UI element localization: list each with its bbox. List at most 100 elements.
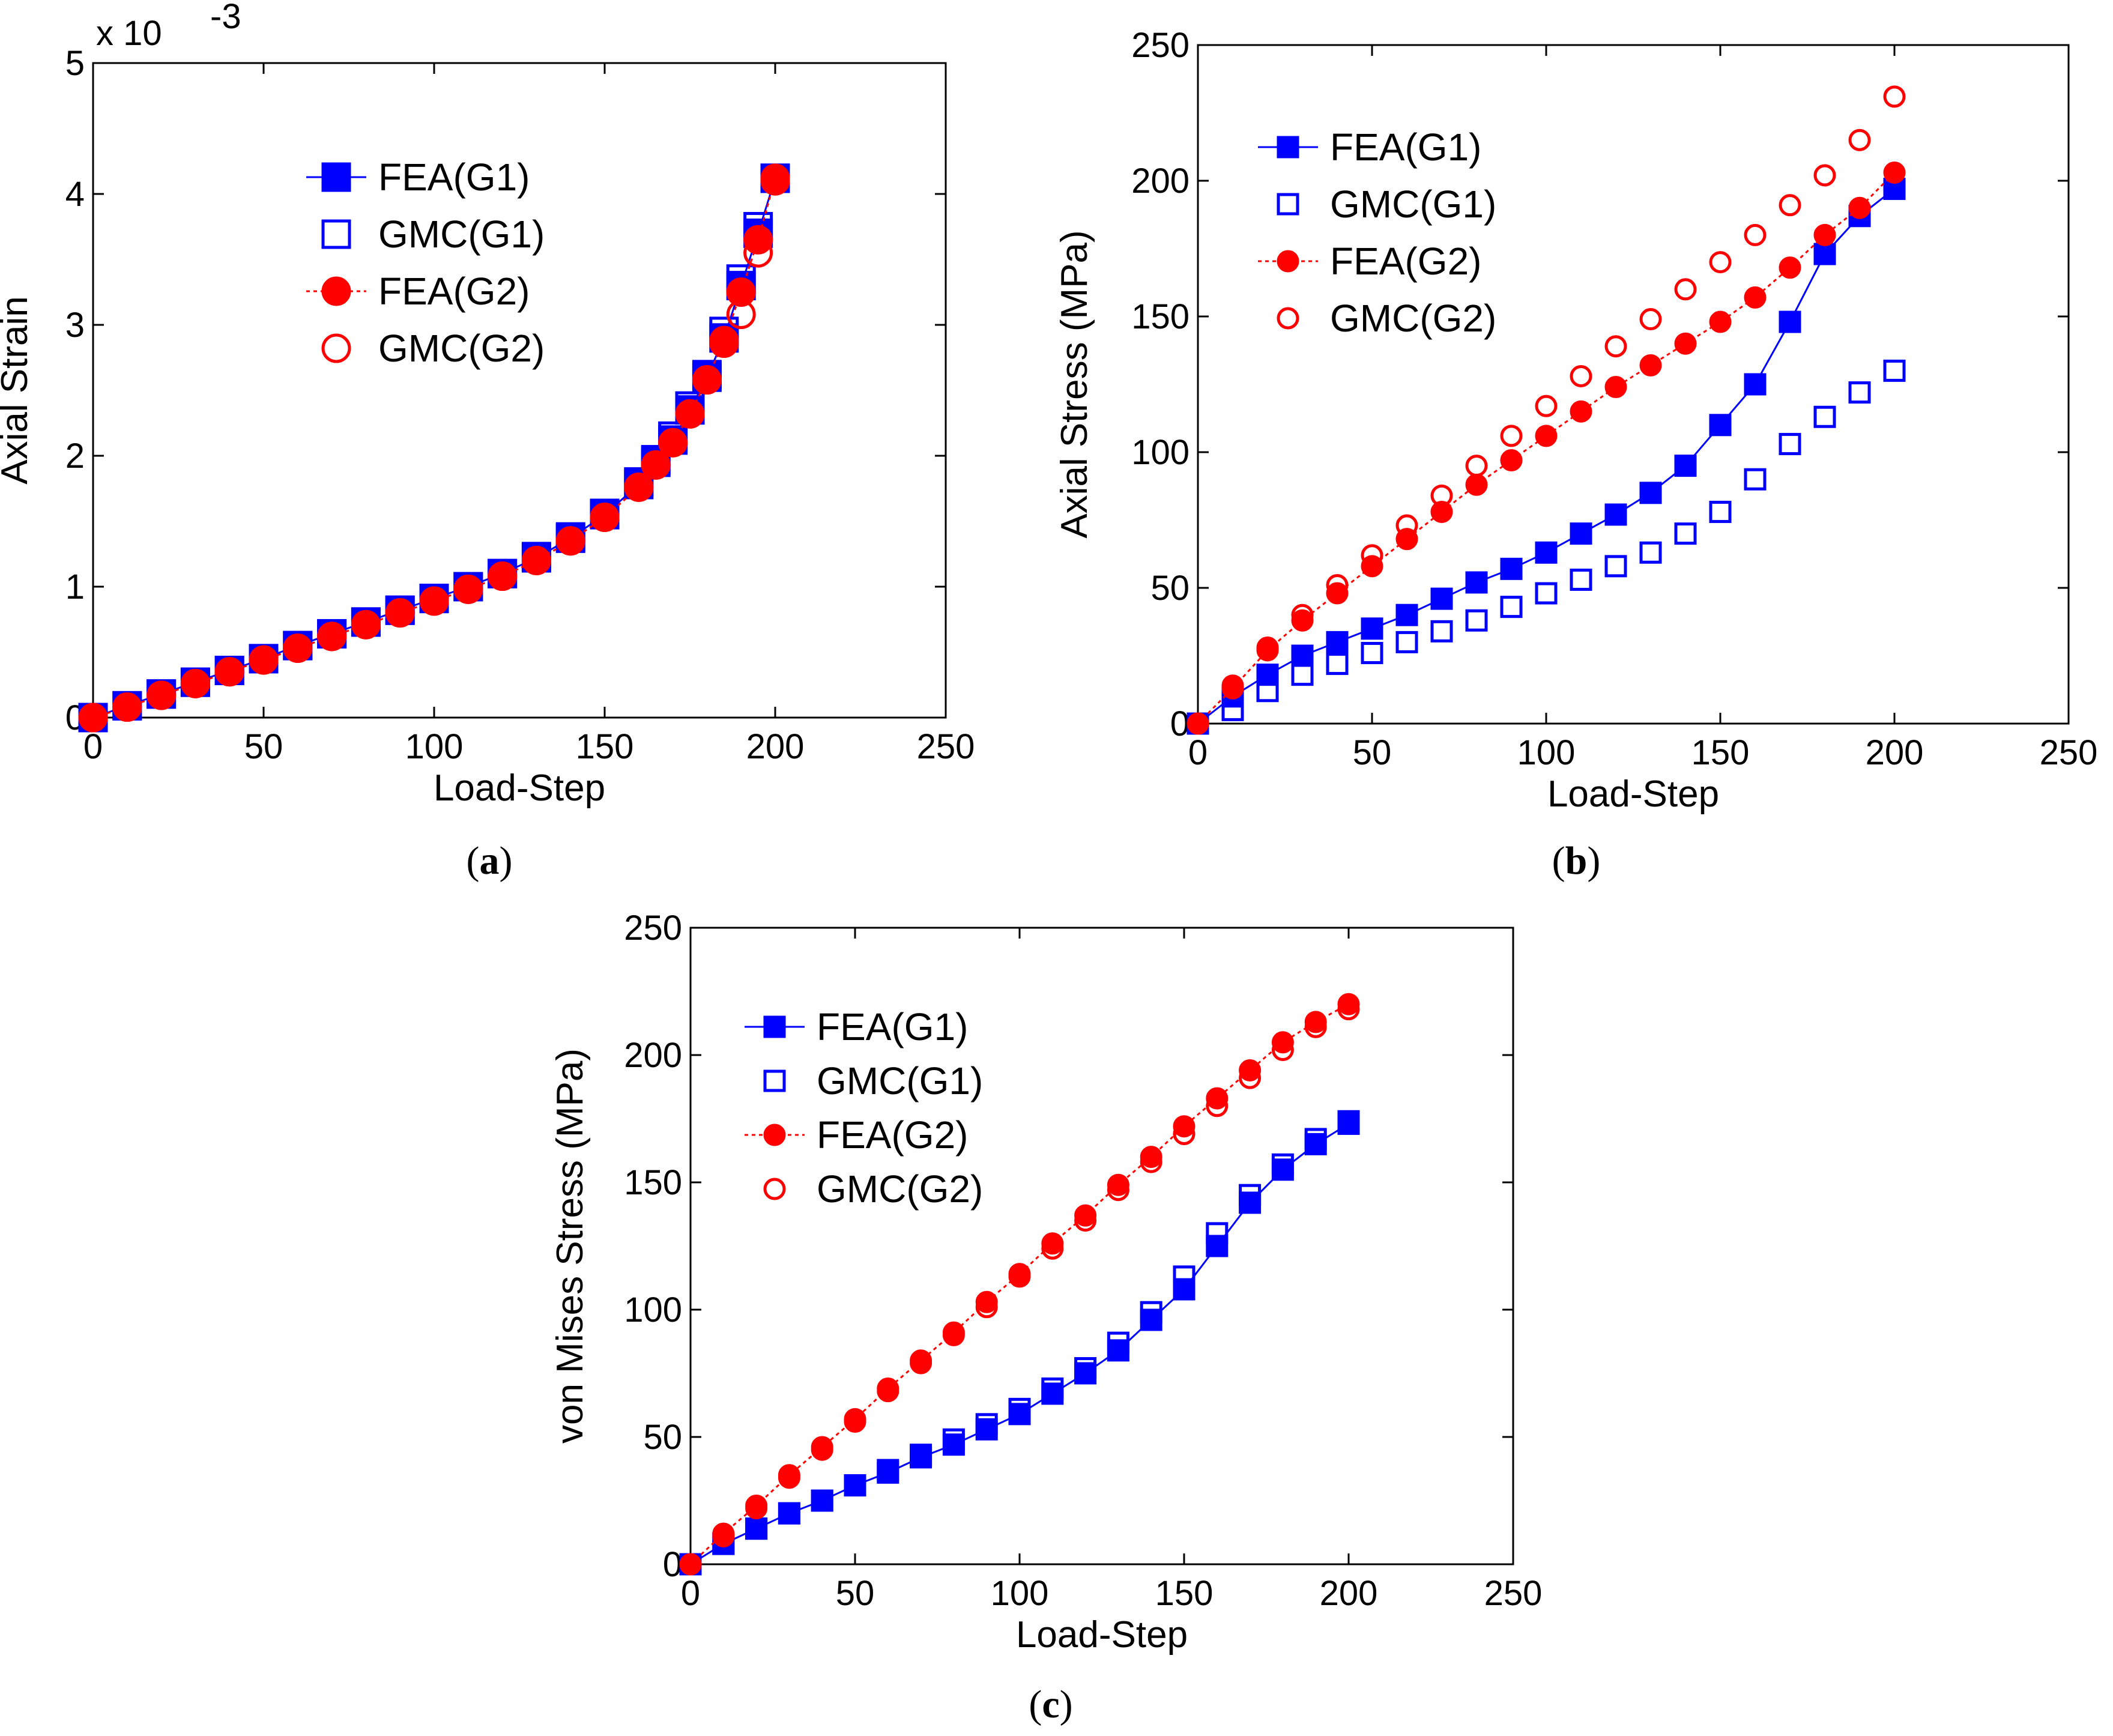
data-point bbox=[811, 1438, 833, 1461]
legend-marker bbox=[321, 162, 351, 192]
x-tick-label: 100 bbox=[1517, 733, 1576, 772]
data-point bbox=[1639, 541, 1662, 564]
data-point bbox=[1041, 1377, 1064, 1400]
data-point bbox=[1326, 653, 1349, 676]
data-point bbox=[214, 657, 244, 687]
data-point bbox=[1709, 310, 1732, 333]
data-point bbox=[1361, 544, 1383, 567]
legend-label: GMC(G1) bbox=[1330, 183, 1496, 226]
data-point bbox=[1239, 1184, 1262, 1206]
data-point bbox=[1239, 1059, 1262, 1081]
x-axis-label: Load-Step bbox=[434, 767, 605, 809]
data-point bbox=[975, 1296, 998, 1319]
legend-label: FEA(G2) bbox=[1330, 240, 1481, 283]
x-tick-label: 0 bbox=[83, 727, 103, 766]
legend-label: GMC(G2) bbox=[817, 1167, 983, 1211]
data-point bbox=[1173, 1265, 1196, 1288]
data-point bbox=[1291, 644, 1314, 667]
y-tick-label: 0 bbox=[1170, 704, 1190, 743]
x-tick-label: 150 bbox=[576, 727, 634, 766]
x-axis-label: Load-Step bbox=[1016, 1614, 1188, 1656]
data-point bbox=[1271, 1039, 1294, 1062]
x-axis-label: Load-Step bbox=[1547, 773, 1719, 815]
data-point bbox=[1173, 1278, 1196, 1301]
data-point bbox=[1304, 1128, 1327, 1151]
data-point bbox=[1779, 194, 1801, 217]
data-point bbox=[679, 1553, 702, 1576]
data-point bbox=[811, 1489, 833, 1512]
data-point bbox=[1140, 1151, 1162, 1173]
legend-label: FEA(G2) bbox=[378, 270, 530, 313]
legend-marker bbox=[763, 1069, 786, 1092]
data-point bbox=[1813, 243, 1836, 265]
data-point bbox=[78, 703, 108, 733]
data-point bbox=[709, 328, 739, 358]
data-point bbox=[1465, 609, 1488, 632]
x-tick-label: 50 bbox=[836, 1574, 875, 1613]
legend-marker bbox=[1277, 193, 1299, 216]
data-point bbox=[1709, 414, 1732, 437]
y-tick-label: 50 bbox=[1150, 569, 1190, 608]
x-tick-label: 0 bbox=[681, 1574, 700, 1613]
y-tick-label: 4 bbox=[65, 175, 85, 214]
data-point bbox=[877, 1459, 899, 1481]
y-tick-label: 200 bbox=[1131, 162, 1190, 201]
data-point bbox=[1430, 620, 1453, 643]
data-point bbox=[1570, 364, 1592, 387]
data-point bbox=[317, 622, 347, 652]
chart-panel-b: 0 50 100 150 200 250 0 50 100 150 200 250 Load-Step A… bbox=[1054, 26, 2097, 883]
y-tick-label: 250 bbox=[1131, 26, 1190, 65]
data-point bbox=[1604, 376, 1627, 399]
legend-marker bbox=[763, 1015, 786, 1038]
data-point bbox=[1008, 1265, 1031, 1288]
data-point bbox=[419, 586, 449, 616]
data-point bbox=[1271, 1158, 1294, 1181]
y-tick-label: 100 bbox=[624, 1290, 682, 1329]
data-point bbox=[1604, 555, 1627, 578]
y-tick-label: 5 bbox=[65, 44, 85, 83]
data-point bbox=[1206, 1222, 1229, 1245]
data-point bbox=[1430, 500, 1453, 523]
x-tick-label: 50 bbox=[244, 727, 283, 766]
legend-marker bbox=[1277, 136, 1299, 159]
data-point bbox=[1107, 1179, 1129, 1202]
data-point bbox=[590, 502, 620, 532]
data-point bbox=[180, 668, 210, 698]
data-point bbox=[1604, 503, 1627, 526]
data-point bbox=[1107, 1331, 1129, 1354]
data-point bbox=[1570, 568, 1592, 591]
plot-area bbox=[1197, 44, 2070, 725]
x-tick-label: 150 bbox=[1155, 1574, 1214, 1613]
data-point bbox=[1008, 1397, 1031, 1420]
legend: FEA(G1) GMC(G1) FEA(G2) GMC(G2) bbox=[306, 156, 545, 370]
data-point bbox=[1304, 1015, 1327, 1038]
x-tick-label: 100 bbox=[991, 1574, 1049, 1613]
series-GMC(G1) bbox=[679, 1110, 1360, 1576]
data-point bbox=[1140, 1301, 1162, 1323]
data-point bbox=[726, 300, 756, 330]
series-line bbox=[689, 1003, 1349, 1565]
data-point bbox=[1304, 1133, 1327, 1155]
data-point bbox=[1041, 1382, 1064, 1405]
data-point bbox=[844, 1474, 866, 1497]
data-point bbox=[745, 1497, 768, 1520]
data-point bbox=[1465, 571, 1488, 594]
data-point bbox=[844, 1474, 866, 1497]
chart-panel-c: 0 50 100 150 200 250 0 50 100 150 200 250 Load-Step v… bbox=[549, 909, 1542, 1726]
series-GMC(G1) bbox=[1186, 359, 1906, 735]
data-point bbox=[975, 1418, 998, 1441]
data-point bbox=[1848, 196, 1871, 219]
y-axis-label: Axial Strain bbox=[0, 296, 35, 485]
x-tick-label: 200 bbox=[746, 727, 805, 766]
data-point bbox=[1291, 664, 1314, 686]
y-tick-label: 200 bbox=[624, 1036, 682, 1075]
data-point bbox=[1239, 1191, 1262, 1214]
data-point bbox=[1206, 1087, 1229, 1110]
data-point bbox=[1173, 1122, 1196, 1145]
data-point bbox=[1041, 1237, 1064, 1260]
data-point bbox=[1326, 573, 1349, 596]
y-axis-label: von Mises Stress (MPa) bbox=[549, 1048, 591, 1444]
data-point bbox=[521, 545, 551, 575]
data-point bbox=[1465, 455, 1488, 477]
